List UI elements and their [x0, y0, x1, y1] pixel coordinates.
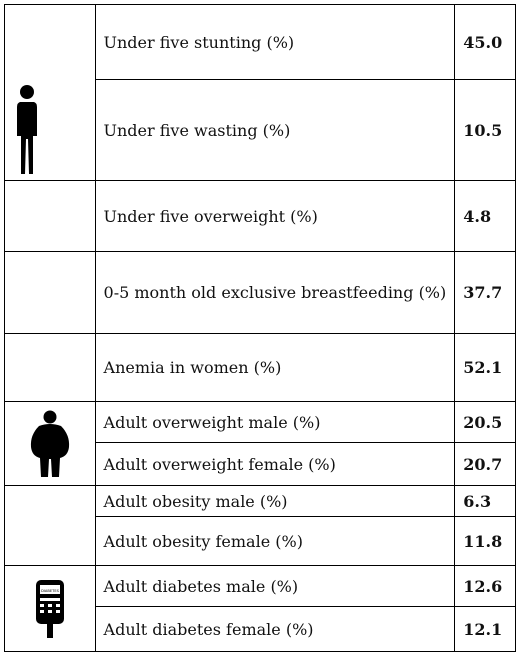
- row-value: 37.7: [454, 251, 516, 334]
- icon-cell: DIABETES: [4, 565, 96, 652]
- table-row: Adult obesity male (%) 6.3: [4, 485, 516, 566]
- row-label: Adult overweight male (%): [94, 401, 456, 443]
- row-value: 20.7: [454, 442, 516, 486]
- icon-cell: [4, 251, 96, 334]
- row-value: 11.8: [454, 516, 516, 566]
- nutrition-indicators-table: Under five stunting (%) 45.0 Under five …: [4, 4, 516, 652]
- icon-cell: [4, 401, 96, 486]
- row-label: Adult diabetes female (%): [94, 606, 456, 652]
- table-row: Anemia in women (%) 52.1: [4, 333, 516, 402]
- row-label: Under five stunting (%): [94, 4, 456, 80]
- row-label: Under five overweight (%): [94, 180, 456, 252]
- icon-cell: [4, 333, 96, 402]
- row-value: 45.0: [454, 4, 516, 80]
- row-label: Adult obesity male (%): [94, 485, 456, 517]
- row-value: 6.3: [454, 485, 516, 517]
- person-thin-icon: [17, 85, 37, 174]
- icon-cell: [4, 180, 96, 252]
- table-row: Adult overweight male (%) 20.5: [4, 401, 516, 486]
- row-label: Under five wasting (%): [94, 79, 456, 181]
- row-label: Anemia in women (%): [94, 333, 456, 402]
- row-value: 4.8: [454, 180, 516, 252]
- row-value: 12.1: [454, 606, 516, 652]
- icon-cell: [4, 4, 96, 181]
- table-row: Under five stunting (%) 45.0: [4, 4, 516, 181]
- row-value: 12.6: [454, 565, 516, 607]
- row-label: Adult overweight female (%): [94, 442, 456, 486]
- table-row: DIABETES Adult diabetes male (%) 12.6: [4, 565, 516, 652]
- table-row: 0-5 month old exclusive breastfeeding (%…: [4, 251, 516, 334]
- table-row: Adult diabetes female (%) 12.1: [5, 606, 516, 652]
- row-value: 10.5: [454, 79, 516, 181]
- row-value: 52.1: [454, 333, 516, 402]
- row-label: 0-5 month old exclusive breastfeeding (%…: [94, 251, 456, 334]
- table-row: Under five wasting (%) 10.5: [5, 79, 516, 181]
- row-value: 20.5: [454, 401, 516, 443]
- person-overweight-icon: [30, 410, 69, 477]
- table-row: Under five overweight (%) 4.8: [4, 180, 516, 252]
- glucose-meter-icon: DIABETES: [35, 579, 64, 638]
- meter-screen-text: DIABETES: [41, 589, 59, 593]
- icon-cell: [4, 485, 96, 566]
- row-label: Adult obesity female (%): [94, 516, 456, 566]
- row-label: Adult diabetes male (%): [94, 565, 456, 607]
